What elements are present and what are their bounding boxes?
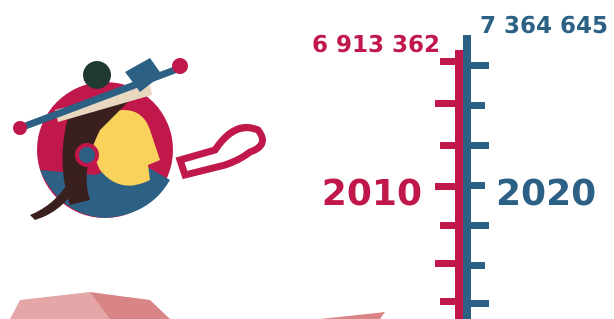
year-2020: 2020 [496,173,596,214]
blue-ticks [471,62,489,307]
value-2020: 7 364 645 [480,13,608,39]
red-bar [455,50,463,319]
year-2010: 2010 [322,173,422,214]
speech-scroll [180,128,263,176]
earring [77,145,97,165]
infographic: 6 913 362 7 364 645 2010 2020 [0,0,614,319]
red-ticks [435,58,455,305]
bead [13,121,27,135]
blue-bar [463,35,471,319]
bead [172,58,188,74]
value-2010: 6 913 362 [312,32,440,58]
bottom-shape [320,312,385,319]
ornament [83,61,111,89]
population-scale [435,35,489,319]
